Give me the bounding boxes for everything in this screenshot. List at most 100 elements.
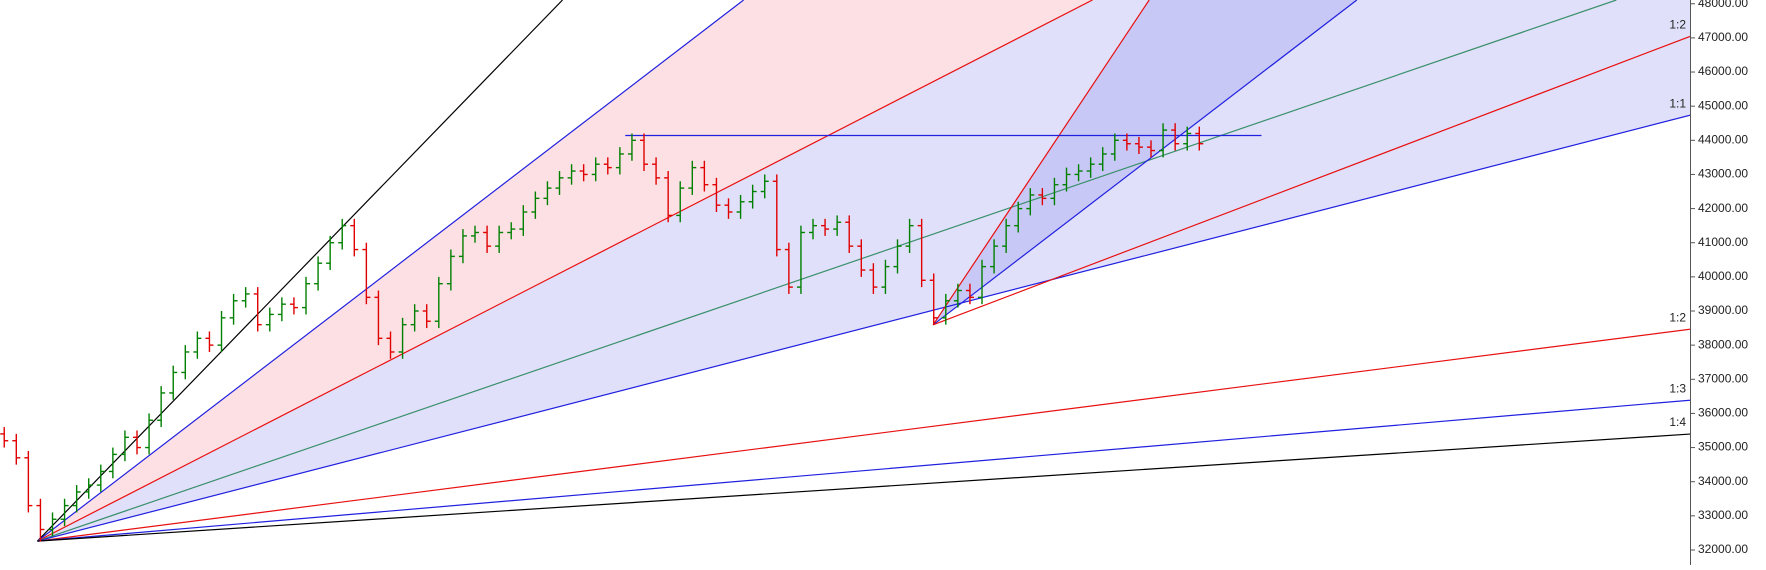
ohlc-bar xyxy=(809,218,818,240)
ohlc-bar xyxy=(1110,133,1119,161)
ohlc-bar xyxy=(277,297,286,322)
ohlc-bar xyxy=(1050,177,1059,206)
ohlc-bar xyxy=(193,331,202,359)
ohlc-bar xyxy=(1195,126,1204,151)
fan-label: 1:4 xyxy=(1669,415,1686,429)
ohlc-bar xyxy=(229,293,238,325)
ohlc-bar xyxy=(591,157,600,182)
ohlc-bar xyxy=(869,263,878,294)
ohlc-bar xyxy=(627,133,636,161)
ohlc-bar xyxy=(700,160,709,192)
ohlc-bar xyxy=(833,215,842,236)
fan-line xyxy=(37,433,1690,542)
ohlc-bar xyxy=(555,171,564,195)
ohlc-bar xyxy=(893,239,902,274)
fan-line xyxy=(37,0,744,542)
ohlc-bar xyxy=(169,365,178,400)
ohlc-bar xyxy=(458,229,467,264)
ohlc-bar xyxy=(120,430,129,462)
ohlc-bar xyxy=(0,427,9,448)
ohlc-bar xyxy=(133,430,142,455)
ohlc-bar xyxy=(265,307,274,332)
y-tick-label: 42000.00 xyxy=(1698,201,1748,215)
ohlc-bar xyxy=(905,218,914,253)
ohlc-bar xyxy=(1038,188,1047,206)
y-tick-label: 33000.00 xyxy=(1698,508,1748,522)
ohlc-bar xyxy=(1014,201,1023,233)
ohlc-bar xyxy=(471,225,480,243)
ohlc-bar xyxy=(326,235,335,271)
ohlc-bar xyxy=(724,198,733,219)
ohlc-bar xyxy=(857,239,866,277)
ohlc-bar xyxy=(676,181,685,223)
ohlc-bar xyxy=(543,181,552,206)
ohlc-bar xyxy=(483,225,492,253)
ohlc-bar xyxy=(1002,218,1011,253)
ohlc-bar xyxy=(1171,123,1180,151)
ohlc-bar xyxy=(519,205,528,236)
ohlc-bar xyxy=(796,225,805,294)
y-tick-label: 34000.00 xyxy=(1698,474,1748,488)
y-axis: 32000.00 33000.00 34000.00 35000.00 36000.00… xyxy=(1690,0,1766,565)
y-tick-label: 47000.00 xyxy=(1698,30,1748,44)
ohlc-bar xyxy=(446,249,455,291)
ohlc-bar xyxy=(615,147,624,175)
fan-line xyxy=(932,35,1690,326)
ohlc-bar xyxy=(36,498,45,542)
ohlc-bar xyxy=(917,218,926,288)
ohlc-bar xyxy=(567,164,576,185)
ohlc-bar xyxy=(374,290,383,346)
ohlc-bar xyxy=(241,287,250,308)
ohlc-bar xyxy=(289,297,298,315)
ohlc-bar xyxy=(434,276,443,329)
ohlc-bar xyxy=(603,157,612,175)
ohlc-bar xyxy=(108,447,117,479)
ohlc-bar xyxy=(1062,167,1071,192)
ohlc-bar xyxy=(410,304,419,332)
ohlc-bar xyxy=(314,256,323,291)
ohlc-bar xyxy=(579,164,588,182)
ohlc-bar xyxy=(1159,123,1168,158)
y-tick-label: 46000.00 xyxy=(1698,64,1748,78)
ohlc-bar xyxy=(12,433,21,465)
ohlc-bar xyxy=(350,218,359,257)
ohlc-bar xyxy=(990,239,999,274)
ohlc-bar xyxy=(784,242,793,294)
ohlc-bar xyxy=(338,218,347,250)
price-bars xyxy=(0,123,1204,542)
ohlc-bar xyxy=(531,191,540,219)
ohlc-bar xyxy=(881,259,890,294)
y-tick-label: 36000.00 xyxy=(1698,406,1748,420)
fan-label: 1:3 xyxy=(1669,381,1686,395)
y-tick-label: 41000.00 xyxy=(1698,235,1748,249)
ohlc-bar xyxy=(1183,126,1192,151)
ohlc-bar xyxy=(965,283,974,305)
y-tick-label: 48000.00 xyxy=(1698,0,1748,10)
ohlc-bar xyxy=(748,184,757,209)
ohlc-bar xyxy=(253,287,262,332)
ohlc-bar xyxy=(205,331,214,352)
ohlc-bar xyxy=(72,485,81,513)
fan-line xyxy=(37,399,1690,542)
ohlc-bar xyxy=(1074,164,1083,182)
y-tick-label: 38000.00 xyxy=(1698,337,1748,351)
y-tick-label: 40000.00 xyxy=(1698,269,1748,283)
ohlc-bar xyxy=(664,171,673,223)
ohlc-bar xyxy=(398,317,407,359)
fan-line xyxy=(932,0,1358,326)
ohlc-bar xyxy=(507,222,516,240)
ohlc-bar xyxy=(640,133,649,172)
fan-line xyxy=(37,114,1690,542)
ohlc-bar xyxy=(1147,140,1156,158)
ohlc-bar xyxy=(736,194,745,219)
ohlc-bar xyxy=(48,512,57,537)
fan-label: 1:2 xyxy=(1669,310,1686,324)
ohlc-bar xyxy=(386,331,395,359)
ohlc-bar xyxy=(845,215,854,253)
plot-area xyxy=(0,0,1690,542)
ohlc-bar xyxy=(181,345,190,380)
ohlc-bar xyxy=(362,242,371,305)
fan-line xyxy=(37,0,1093,542)
